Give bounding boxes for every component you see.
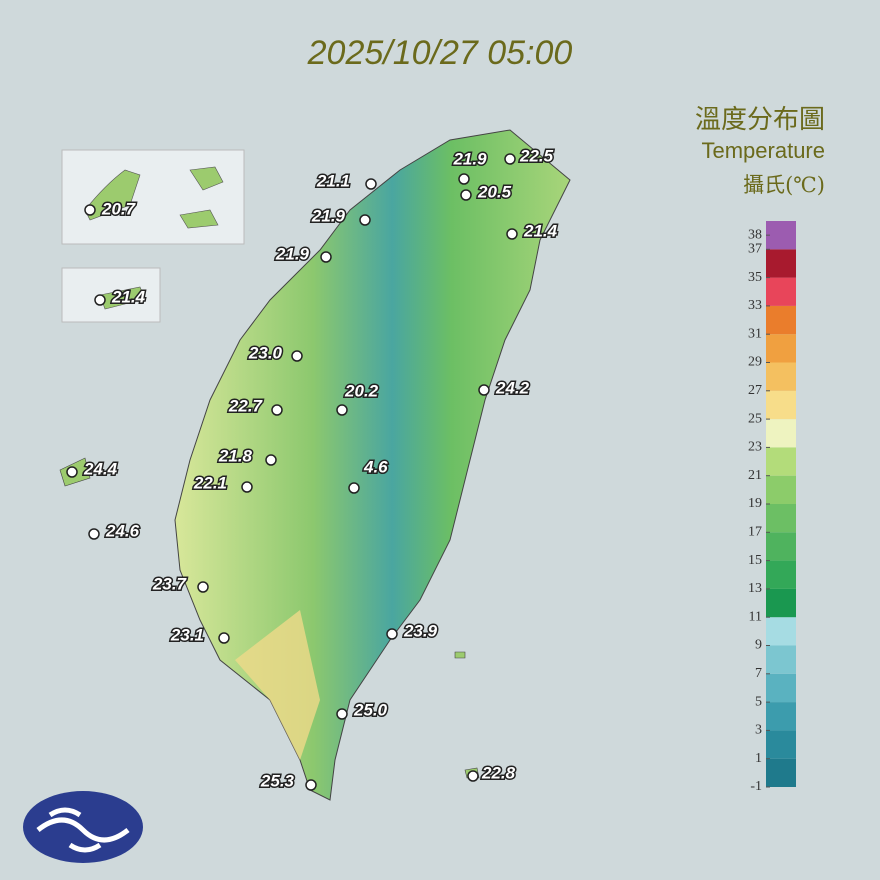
station-dot bbox=[467, 770, 479, 782]
station-label: 25.0 bbox=[353, 700, 388, 719]
station-dot bbox=[365, 178, 377, 190]
color-band bbox=[766, 362, 796, 391]
station-dot bbox=[241, 481, 253, 493]
color-band bbox=[766, 617, 796, 646]
legend-tick-label: 17 bbox=[748, 525, 762, 540]
station-dot bbox=[336, 404, 348, 416]
legend-tick-label: 19 bbox=[748, 496, 762, 511]
inset-boxes bbox=[61, 149, 245, 323]
color-band bbox=[766, 645, 796, 674]
legend-tick-label: 23 bbox=[748, 440, 762, 455]
station-label: 22.1 bbox=[193, 473, 227, 492]
legend-tick-label: 15 bbox=[748, 553, 762, 568]
station-dot bbox=[460, 189, 472, 201]
legend-tick-label: 3 bbox=[755, 723, 762, 738]
station-dot bbox=[458, 173, 470, 185]
station-label: 24.4 bbox=[83, 459, 118, 478]
color-band bbox=[766, 277, 796, 306]
legend-tick-label: 7 bbox=[755, 666, 762, 681]
station-label: 23.1 bbox=[170, 625, 204, 644]
station-label: 20.7 bbox=[101, 199, 137, 218]
station-dot bbox=[478, 384, 490, 396]
station-dot bbox=[504, 153, 516, 165]
legend-tick-label: 29 bbox=[748, 355, 762, 370]
color-band bbox=[766, 758, 796, 787]
legend-title: 溫度分布圖 bbox=[695, 105, 825, 135]
legend-tick-label: 33 bbox=[748, 298, 762, 313]
legend-tick-label: 27 bbox=[748, 383, 762, 398]
station-dot bbox=[359, 214, 371, 226]
legend-unit: 攝氏(℃) bbox=[743, 173, 825, 197]
legend-tick-label: 21 bbox=[748, 468, 762, 483]
legend-tick-label: 38 bbox=[748, 227, 762, 242]
station-label: 21.1 bbox=[316, 171, 350, 190]
station-dot bbox=[506, 228, 518, 240]
color-band bbox=[766, 419, 796, 448]
color-band bbox=[766, 673, 796, 703]
station-label: 21.9 bbox=[452, 149, 487, 168]
station-dot bbox=[291, 350, 303, 362]
color-band bbox=[766, 730, 796, 759]
station-dot bbox=[218, 632, 230, 644]
station-label: 22.5 bbox=[519, 146, 554, 165]
station-label: 23.7 bbox=[152, 574, 188, 593]
station-label: 24.6 bbox=[105, 521, 140, 540]
station-label: 22.7 bbox=[228, 396, 264, 415]
station-label: 4.6 bbox=[363, 457, 388, 476]
color-band bbox=[766, 588, 796, 618]
station-label: 24.2 bbox=[495, 378, 530, 397]
station-dot bbox=[348, 482, 360, 494]
color-band bbox=[766, 475, 796, 504]
legend-tick-label: 35 bbox=[748, 270, 762, 285]
legend-tick-label: 13 bbox=[748, 581, 762, 596]
legend-tick-label: 25 bbox=[748, 411, 762, 426]
legend-subtitle: Temperature bbox=[701, 138, 825, 163]
station-label: 21.9 bbox=[311, 206, 346, 225]
station-dot bbox=[386, 628, 398, 640]
islands bbox=[59, 457, 480, 779]
color-band bbox=[766, 504, 796, 533]
station-label: 22.8 bbox=[481, 763, 516, 782]
station-dot bbox=[271, 404, 283, 416]
color-band bbox=[766, 532, 796, 561]
station-dot bbox=[66, 466, 78, 478]
color-band bbox=[766, 702, 796, 731]
station-label: 20.5 bbox=[477, 182, 512, 201]
color-band bbox=[766, 305, 796, 335]
map-title: 2025/10/27 05:00 bbox=[307, 34, 573, 72]
legend-tick-label: 31 bbox=[748, 326, 762, 341]
station-label: 23.9 bbox=[403, 621, 438, 640]
color-band bbox=[766, 334, 796, 363]
legend-tick-label: -1 bbox=[750, 779, 762, 794]
station-dot bbox=[197, 581, 209, 593]
station-dot bbox=[320, 251, 332, 263]
station-dot bbox=[265, 454, 277, 466]
station-label: 25.3 bbox=[260, 771, 295, 790]
legend-tick-label: 5 bbox=[755, 694, 762, 709]
color-band bbox=[766, 249, 796, 278]
station-dot bbox=[305, 779, 317, 791]
legend-tick-label: 1 bbox=[755, 751, 762, 766]
logo bbox=[23, 791, 143, 863]
station-dot bbox=[88, 528, 100, 540]
station-label: 23.0 bbox=[248, 343, 283, 362]
legend-tick-label: 11 bbox=[749, 609, 762, 624]
legend-tick-label: 9 bbox=[755, 638, 762, 653]
station-dot bbox=[94, 294, 106, 306]
station-label: 21.4 bbox=[523, 221, 558, 240]
station-label: 21.8 bbox=[218, 446, 253, 465]
station-label: 20.2 bbox=[344, 381, 379, 400]
color-band bbox=[766, 560, 796, 589]
color-band bbox=[766, 390, 796, 420]
station-dot bbox=[84, 204, 96, 216]
station-label: 21.4 bbox=[111, 287, 146, 306]
station-label: 21.9 bbox=[275, 244, 310, 263]
color-band bbox=[766, 447, 796, 476]
legend-tick-label: 37 bbox=[748, 242, 762, 257]
station-dot bbox=[336, 708, 348, 720]
color-band bbox=[766, 221, 796, 250]
warm-plain bbox=[235, 610, 320, 760]
